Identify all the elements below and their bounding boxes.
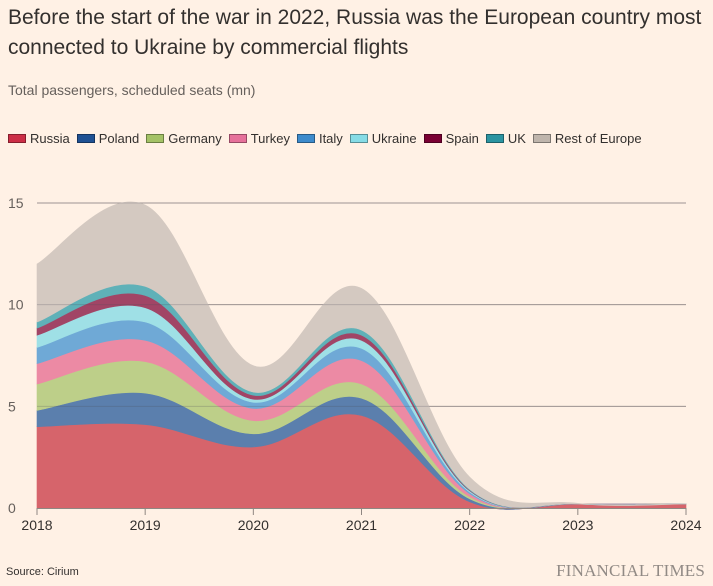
legend-label: Spain (445, 131, 479, 146)
legend-swatch (349, 134, 368, 143)
legend-swatch (532, 134, 551, 143)
y-tick-label: 0 (8, 500, 16, 516)
legend-label: Russia (30, 131, 70, 146)
legend-swatch (296, 134, 315, 143)
chart-subtitle: Total passengers, scheduled seats (mn) (8, 82, 256, 98)
legend-item-germany: Germany (146, 131, 222, 146)
legend-swatch (423, 134, 442, 143)
legend-swatch (8, 134, 26, 143)
legend-label: Poland (98, 131, 140, 146)
legend-swatch (228, 134, 247, 143)
legend-item-turkey: Turkey (228, 131, 290, 146)
x-tick-label: 2018 (21, 517, 52, 533)
legend-swatch (485, 134, 504, 143)
legend-item-ukraine: Ukraine (349, 131, 417, 146)
x-tick-label: 2019 (130, 517, 161, 533)
legend-swatch (146, 134, 165, 143)
legend-item-rest-of-europe: Rest of Europe (532, 131, 642, 146)
area-series (36, 201, 687, 510)
legend: Russia Poland Germany Turkey Italy Ukraine Spa… (8, 131, 649, 146)
legend-item-italy: Italy (296, 131, 343, 146)
x-tick-label: 2024 (670, 517, 701, 533)
legend-label: Italy (318, 131, 343, 146)
area-russia (36, 413, 687, 510)
y-tick-label: 5 (8, 398, 16, 414)
y-tick-label: 10 (8, 297, 24, 313)
axes: 2018 2019 2020 2021 2022 2023 2024 (21, 508, 702, 533)
source-note: Source: Cirium (6, 566, 79, 578)
x-tick-label: 2020 (238, 517, 269, 533)
x-tick-label: 2023 (562, 517, 593, 533)
legend-swatch (76, 134, 95, 143)
y-tick-label: 15 (8, 195, 24, 211)
stacked-area-chart: 0 5 10 15 2018 2019 2020 2021 2022 2023 2024 (8, 195, 702, 533)
x-tick-label: 2022 (454, 517, 485, 533)
legend-item-uk: UK (485, 131, 526, 146)
x-tick-label: 2021 (346, 517, 377, 533)
legend-label: Turkey (250, 131, 290, 146)
ft-logo: FINANCIAL TIMES (556, 561, 705, 580)
legend-label: Ukraine (371, 131, 417, 146)
legend-label: Germany (168, 131, 222, 146)
legend-item-spain: Spain (423, 131, 479, 146)
legend-label: Rest of Europe (554, 131, 642, 146)
chart-title: Before the start of the war in 2022, Rus… (8, 6, 702, 59)
legend-label: UK (507, 131, 526, 146)
legend-item-russia: Russia (8, 131, 70, 146)
legend-item-poland: Poland (76, 131, 140, 146)
area-rest-of-europe (36, 201, 687, 508)
